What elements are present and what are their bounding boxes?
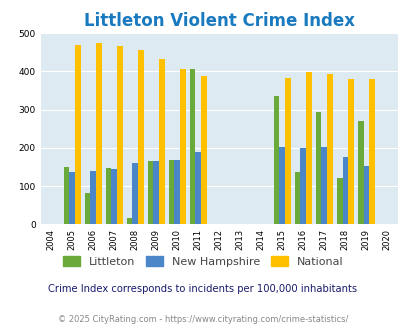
Bar [300, 148, 305, 224]
Title: Littleton Violent Crime Index: Littleton Violent Crime Index [83, 12, 354, 30]
Bar [347, 79, 353, 224]
Bar [168, 160, 174, 224]
Bar [69, 172, 75, 224]
Bar [342, 157, 347, 224]
Bar [138, 50, 143, 224]
Bar [117, 46, 122, 224]
Bar [153, 161, 159, 224]
Text: © 2025 CityRating.com - https://www.cityrating.com/crime-statistics/: © 2025 CityRating.com - https://www.city… [58, 315, 347, 324]
Bar [362, 166, 368, 224]
Bar [305, 72, 311, 224]
Bar [284, 78, 290, 224]
Bar [279, 147, 284, 224]
Bar [195, 152, 200, 224]
Bar [159, 59, 164, 224]
Bar [75, 45, 81, 224]
Bar [294, 172, 300, 224]
Legend: Littleton, New Hampshire, National: Littleton, New Hampshire, National [58, 251, 347, 271]
Text: Crime Index corresponds to incidents per 100,000 inhabitants: Crime Index corresponds to incidents per… [48, 284, 357, 294]
Bar [326, 74, 332, 224]
Bar [321, 147, 326, 224]
Bar [200, 76, 206, 224]
Bar [96, 43, 101, 224]
Bar [64, 167, 69, 224]
Bar [179, 69, 185, 224]
Bar [273, 96, 279, 224]
Bar [132, 163, 138, 224]
Bar [111, 169, 117, 224]
Bar [336, 178, 342, 224]
Bar [357, 121, 362, 224]
Bar [90, 171, 96, 224]
Bar [174, 160, 179, 224]
Bar [189, 69, 195, 224]
Bar [105, 168, 111, 224]
Bar [315, 112, 321, 224]
Bar [84, 193, 90, 224]
Bar [147, 161, 153, 224]
Bar [368, 79, 374, 224]
Bar [126, 217, 132, 224]
